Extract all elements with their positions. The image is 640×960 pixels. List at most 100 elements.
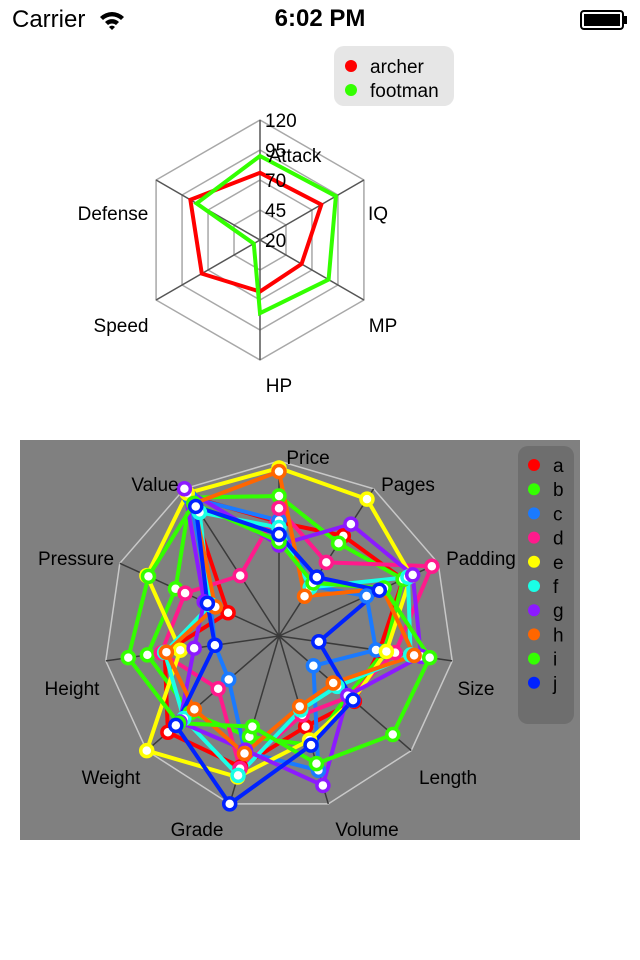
series-line-footman (193, 153, 338, 317)
series-point-h (325, 675, 341, 691)
series-point-i (308, 755, 325, 772)
axis-label: Padding (446, 549, 516, 570)
series-point-d (210, 680, 226, 697)
axis-label: IQ (368, 204, 388, 225)
axis-label: Pressure (38, 549, 114, 570)
axis-label: Height (45, 679, 101, 700)
axis-spoke (259, 179, 365, 241)
tick-label: 120 (265, 111, 297, 132)
series-line-g (177, 486, 424, 788)
legend-marker-e (528, 555, 540, 568)
series-point-h (158, 644, 175, 660)
battery-icon (580, 10, 627, 30)
series-point-i (421, 649, 438, 666)
legend-label-d: d (553, 529, 564, 550)
series-point-j (309, 569, 325, 585)
series-point-b (139, 647, 156, 663)
series-point-j (168, 717, 184, 734)
grid-ring (105, 460, 453, 805)
series-point-c (358, 588, 375, 604)
series-point-e (172, 642, 189, 658)
series-point-j (207, 637, 223, 653)
axis-label: Attack (269, 146, 322, 167)
axis-label: Pages (381, 475, 435, 496)
series-point-d (318, 554, 335, 571)
status-bar: Carrier 6:02 PM (0, 0, 640, 40)
radar-chart-characters: 20 45 70 95 120 Attack IQ MP HP Speed Defense arche… (78, 46, 454, 397)
series-point-c (305, 658, 322, 674)
series-point-g (186, 640, 202, 656)
series-point-a (220, 604, 236, 621)
series-point-e (138, 742, 155, 759)
series-point-h (296, 588, 313, 605)
wifi-icon (100, 12, 124, 30)
tick-label: 45 (265, 201, 286, 222)
series-point-b (271, 488, 287, 504)
series-point-j (221, 796, 238, 812)
series-point-g (315, 777, 331, 794)
series-line-f (162, 510, 413, 778)
series-point-f (230, 767, 246, 784)
axis-label: Volume (335, 820, 398, 841)
legend-label-i: i (553, 650, 557, 671)
legend-marker-c (528, 507, 540, 520)
series-point-d (424, 558, 440, 574)
series-point-h (186, 701, 203, 718)
axis-label: HP (266, 376, 292, 397)
series-point-d (177, 585, 193, 601)
series-point-i (384, 726, 401, 743)
legend-label-f: f (553, 577, 559, 598)
legend-marker-f (528, 580, 540, 592)
axis-label: MP (369, 316, 398, 337)
axis-label: Weight (82, 768, 142, 789)
series-point-h (291, 698, 308, 715)
series-point-h (406, 647, 422, 664)
series-point-j (303, 737, 319, 753)
axis-spoke (259, 239, 365, 301)
series-point-i (140, 568, 157, 585)
legend-box (518, 446, 574, 724)
status-time: 6:02 PM (274, 5, 366, 32)
series-point-i (120, 649, 137, 666)
legend-marker-j (528, 676, 540, 689)
tick-label: 20 (265, 231, 286, 252)
series-line-j (173, 504, 382, 806)
series-line-e (144, 466, 414, 780)
legend-label-a: a (553, 456, 564, 477)
legend-label-j: j (552, 674, 557, 695)
series-point-e (378, 643, 395, 660)
series-point-g (404, 567, 421, 583)
series-point-j (187, 498, 204, 515)
series-point-b (330, 535, 347, 552)
legend-label-footman: footman (370, 81, 439, 102)
axis-spoke (155, 239, 261, 301)
axis-label: Grade (171, 820, 224, 841)
legend-marker-i (528, 652, 540, 665)
legend-marker-footman (345, 84, 357, 96)
tick-label: 70 (265, 171, 286, 192)
legend-label-e: e (553, 553, 564, 574)
series-point-j (199, 595, 216, 612)
legend-label-g: g (553, 601, 564, 622)
series-point-h (236, 745, 253, 762)
legend-label-c: c (553, 504, 563, 525)
legend-marker-d (528, 531, 540, 544)
legend-marker-g (528, 604, 540, 617)
legend-marker-h (528, 628, 540, 641)
series-point-d (232, 567, 248, 584)
series-point-e (359, 491, 375, 507)
radar-chart-properties: Price Pages Padding Size Length Volume Grade We… (20, 440, 580, 841)
series-point-j (371, 582, 388, 598)
carrier-label: Carrier (12, 6, 86, 33)
series-point-c (220, 671, 237, 688)
series-point-g (343, 516, 359, 532)
axis-label: Speed (94, 316, 149, 337)
axis-label: Size (458, 679, 495, 700)
series-point-j (311, 633, 327, 650)
legend-label-archer: archer (370, 57, 425, 78)
legend-marker-a (528, 459, 540, 471)
series-point-d (271, 500, 287, 516)
axis-label: Length (419, 768, 477, 789)
legend-marker-archer (345, 60, 357, 72)
series-point-i (244, 718, 261, 735)
